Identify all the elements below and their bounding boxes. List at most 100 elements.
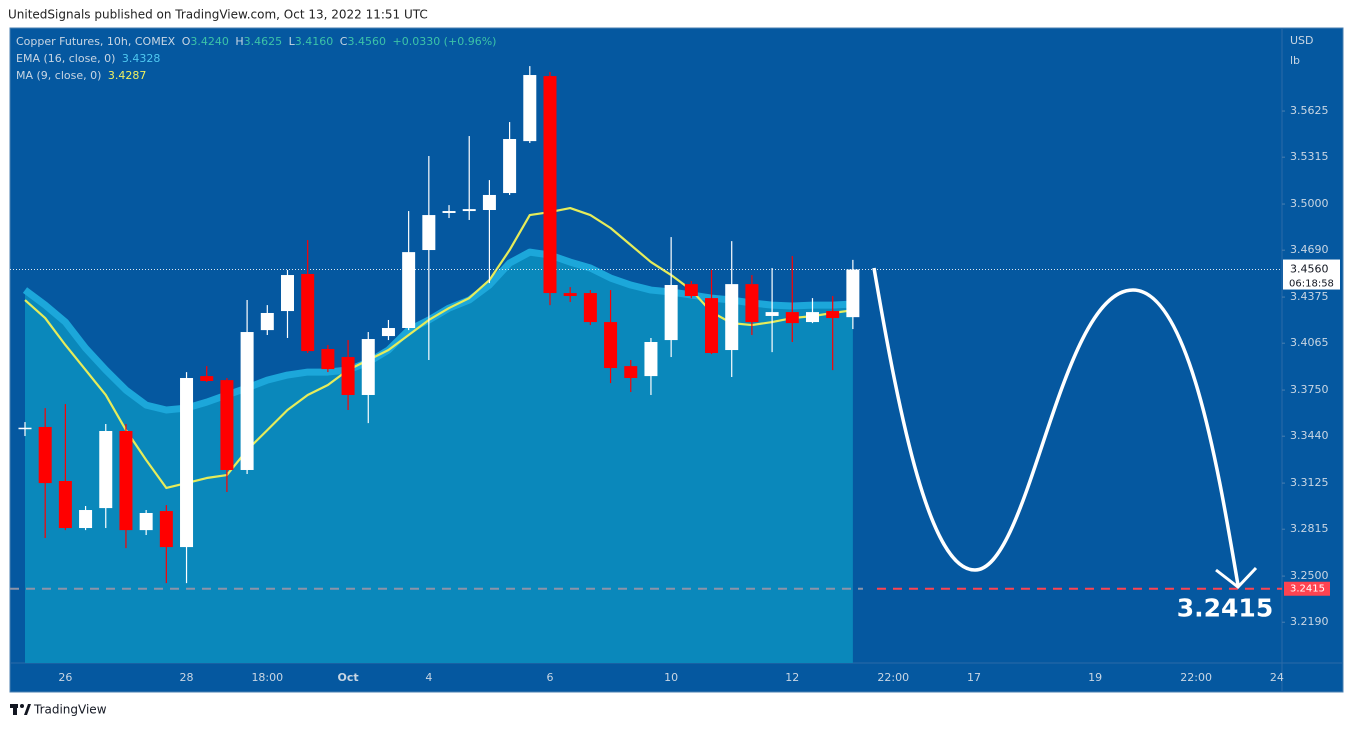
y-tick-label: 3.2190 [1290,615,1329,628]
o-label: O [182,35,191,48]
candle-body [624,366,638,379]
y-tick-label: 3.3440 [1290,429,1329,442]
candle-body [402,252,416,329]
symbol: Copper Futures, 10h, COMEX [16,35,176,48]
h-label: H [235,35,243,48]
candle-body [442,211,456,213]
y-tick-label: 3.5000 [1290,197,1329,210]
candle-body [119,430,133,531]
ma-name: MA (9, close, 0) [16,69,101,82]
candle-body [79,510,93,529]
footer-logo [10,704,31,715]
candle-body [543,76,557,294]
y-tick-label: 3.5625 [1290,104,1329,117]
y-tick-label: 3.5315 [1290,150,1329,163]
candle-body [220,380,234,470]
o-value: 3.4240 [190,35,229,48]
candle-body [422,215,436,251]
h-value: 3.4625 [244,35,283,48]
candle-body [260,312,274,331]
legend-ema: EMA (16, close, 0) 3.4328 [16,52,160,65]
candle-body [684,284,698,297]
l-value: 3.4160 [295,35,334,48]
candle-body [523,75,537,142]
candle-body [180,378,194,548]
x-tick-label: 19 [1088,671,1102,684]
candle-body [361,339,375,395]
x-tick-label: Oct [337,671,358,684]
candle-body [58,480,72,529]
candle-body [785,312,799,324]
y-tick-label: 3.4690 [1290,243,1329,256]
candle-body [482,194,496,211]
plot [10,66,1282,663]
x-tick-label: 28 [180,671,194,684]
candle-body [381,328,395,337]
candle-body [99,430,113,509]
ema-value: 3.4328 [122,52,161,65]
candle-body [280,275,294,312]
x-tick-label: 26 [58,671,72,684]
ema-name: EMA (16, close, 0) [16,52,115,65]
candle-body [805,312,819,323]
candle-body [745,284,759,323]
candle-body [503,139,517,194]
last-price-box [1283,259,1340,290]
x-tick-label: 6 [546,671,553,684]
candle-body [240,332,254,470]
projection-curve [872,267,1240,586]
candle-body [462,209,476,212]
publish-note: UnitedSignals published on TradingView.c… [8,8,428,22]
y-tick-label: 3.3750 [1290,383,1329,396]
target-label: 3.2415 [1290,584,1325,595]
y-tick-label: 3.4375 [1290,290,1329,303]
candle-body [159,511,173,548]
l-label: L [289,35,296,48]
y-tick-label: 3.2500 [1290,569,1329,582]
candle-body [301,273,315,352]
projection-arrowhead [1215,566,1258,590]
candle-body [18,427,32,430]
y-tick-label: 3.4065 [1290,336,1329,349]
candle-body [200,376,214,381]
x-tick-label: 4 [425,671,432,684]
candle-body [705,298,719,354]
currency: USD [1290,34,1314,47]
c-value: 3.4560 [347,35,386,48]
candle-body [846,269,860,318]
target-box [1284,581,1330,596]
legend-ma: MA (9, close, 0) 3.4287 [16,69,146,82]
countdown: 06:18:58 [1289,279,1334,290]
candle-body [644,342,658,377]
target-annotation: 3.2415 [1177,594,1273,623]
footer-brand: TradingView [33,703,107,717]
candle-body [725,284,739,351]
y-tick-label: 3.3125 [1290,476,1329,489]
ma-value: 3.4287 [108,69,147,82]
x-tick-label: 24 [1270,671,1284,684]
x-tick-label: 17 [967,671,981,684]
c-label: C [340,35,348,48]
candle-body [341,357,355,395]
legend-main: Copper Futures, 10h, COMEX O3.4240 H3.46… [16,35,496,48]
candle-body [321,348,335,370]
candle-body [38,426,52,484]
x-tick-label: 12 [785,671,799,684]
candle-body [826,311,840,319]
candle-body [139,512,153,531]
x-tick-label: 18:00 [251,671,283,684]
candle-body [563,293,577,297]
candle-body [604,322,618,369]
candle-body [765,312,779,316]
candle-body [664,285,678,341]
x-tick-label: 22:00 [1180,671,1212,684]
candle-body [583,293,597,323]
change: +0.0330 (+0.96%) [392,35,496,48]
unit: lb [1290,54,1300,67]
x-tick-label: 10 [664,671,678,684]
y-tick-label: 3.2815 [1290,522,1329,535]
last-price-label: 3.4560 [1290,263,1329,276]
x-tick-label: 22:00 [877,671,909,684]
